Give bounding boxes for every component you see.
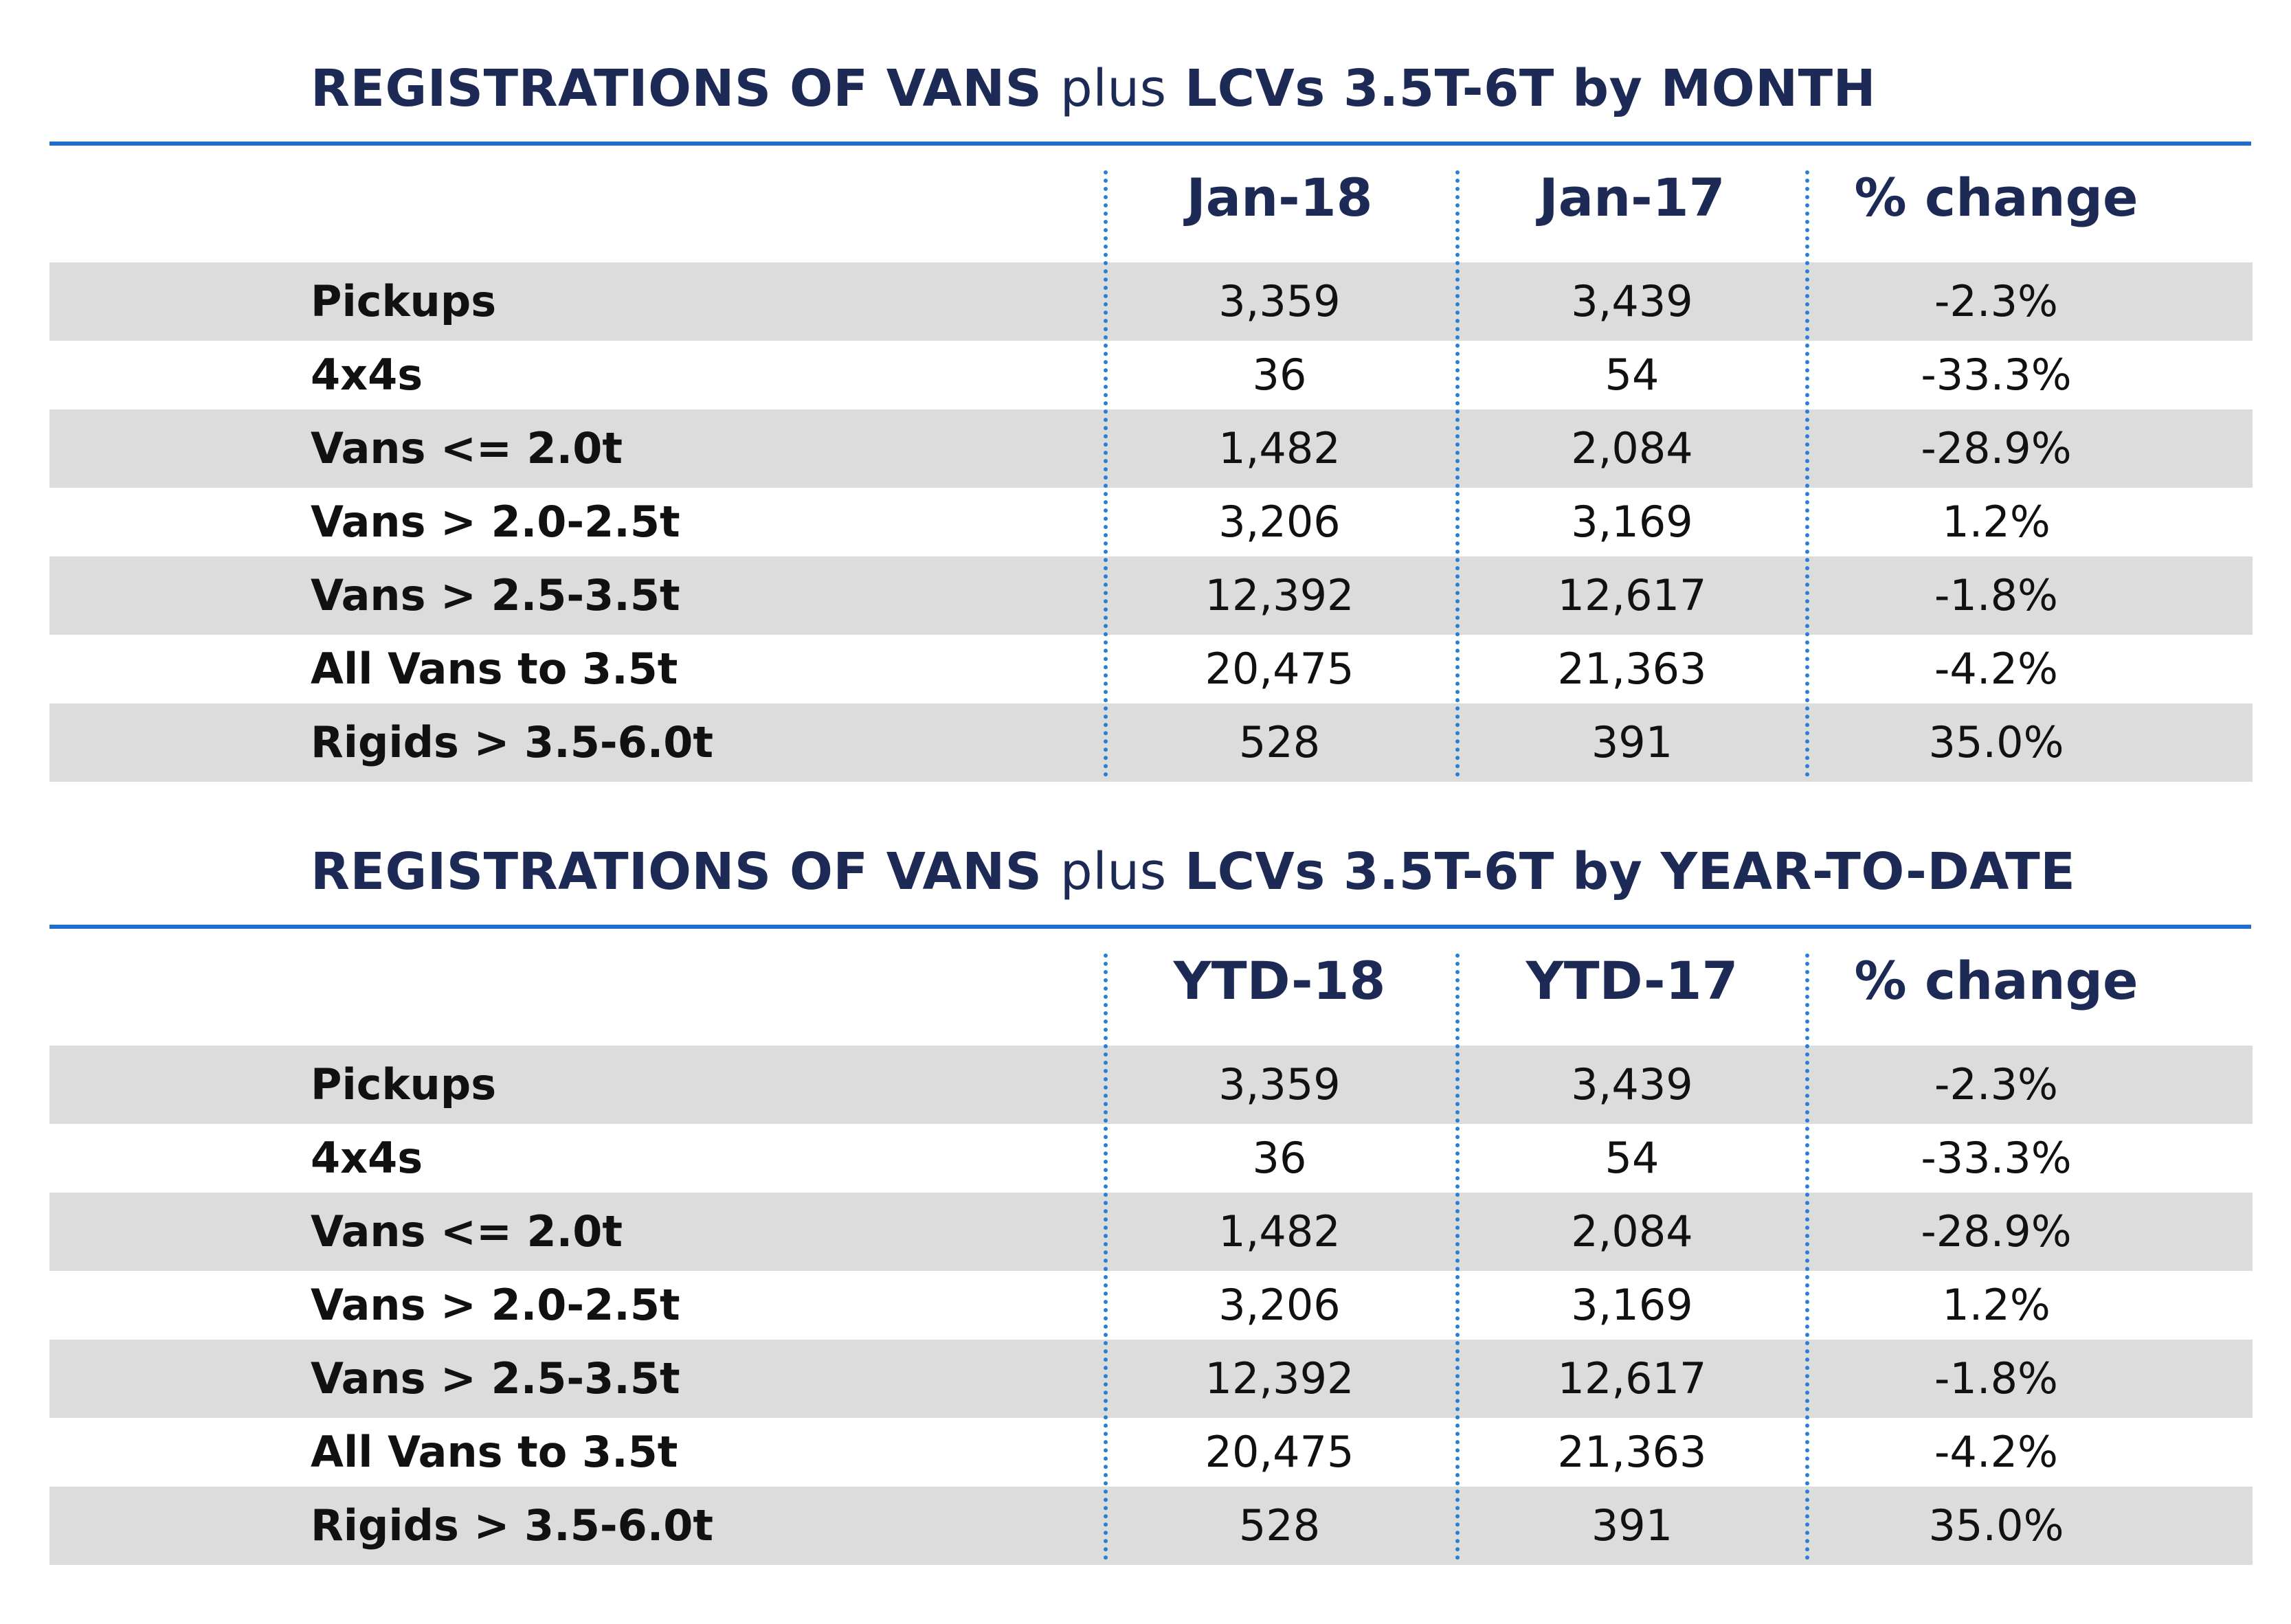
table-cell: 35.0%: [1928, 717, 2064, 767]
title-part-bold-2: LCVs 3.5T-6T by MONTH: [1185, 59, 1877, 118]
table-cell: 12,392: [1205, 1353, 1354, 1403]
column-divider: [1104, 954, 1108, 1560]
column-header: % change: [1854, 167, 2138, 228]
table-row: Vans <= 2.0t 1,482 2,084 -28.9%: [49, 1193, 2253, 1271]
table-cell: 12,392: [1205, 570, 1354, 620]
row-label: Vans > 2.0-2.5t: [311, 497, 680, 547]
table-cell: -2.3%: [1934, 276, 2058, 326]
table-cell: 3,169: [1571, 1280, 1693, 1330]
table-title: REGISTRATIONS OF VANS plus LCVs 3.5T-6T …: [311, 63, 1876, 114]
column-divider: [1455, 954, 1460, 1560]
table-cell: 1,482: [1218, 423, 1341, 473]
table-row: Vans <= 2.0t 1,482 2,084 -28.9%: [49, 409, 2253, 488]
title-underline: [49, 925, 2251, 929]
table-cell: -33.3%: [1921, 1133, 2072, 1183]
table-cell: 3,439: [1571, 276, 1693, 326]
column-divider: [1455, 170, 1460, 777]
table-row: Pickups 3,359 3,439 -2.3%: [49, 262, 2253, 341]
table-row: 4x4s 36 54 -33.3%: [49, 336, 2253, 414]
row-label: All Vans to 3.5t: [311, 644, 678, 694]
table-row: Rigids > 3.5-6.0t 528 391 35.0%: [49, 703, 2253, 782]
table-cell: 36: [1252, 350, 1307, 400]
title-part-bold-1: REGISTRATIONS OF VANS: [311, 59, 1042, 118]
table-cell: 20,475: [1205, 644, 1354, 694]
column-header: Jan-18: [1186, 167, 1373, 228]
row-label: Vans > 2.5-3.5t: [311, 570, 680, 620]
title-underline: [49, 142, 2251, 146]
table-cell: 3,359: [1218, 1059, 1341, 1109]
table-row: 4x4s 36 54 -33.3%: [49, 1119, 2253, 1197]
table-row: Pickups 3,359 3,439 -2.3%: [49, 1046, 2253, 1124]
table-cell: 391: [1591, 1500, 1673, 1550]
row-label: Vans > 2.0-2.5t: [311, 1280, 680, 1330]
table-cell: -4.2%: [1934, 1427, 2058, 1477]
row-label: 4x4s: [311, 350, 423, 400]
table-cell: 1,482: [1218, 1206, 1341, 1256]
row-label: 4x4s: [311, 1133, 423, 1183]
table-cell: 54: [1605, 1133, 1659, 1183]
row-label: Rigids > 3.5-6.0t: [311, 717, 714, 767]
table-block-2: REGISTRATIONS OF VANS plus LCVs 3.5T-6T …: [0, 783, 2291, 1566]
column-divider: [1805, 170, 1809, 777]
table-row: All Vans to 3.5t 20,475 21,363 -4.2%: [49, 630, 2253, 708]
title-part-plus: plus: [1060, 842, 1167, 901]
row-label: All Vans to 3.5t: [311, 1427, 678, 1477]
table-row: Rigids > 3.5-6.0t 528 391 35.0%: [49, 1487, 2253, 1565]
table-cell: 3,359: [1218, 276, 1341, 326]
column-divider: [1104, 170, 1108, 777]
row-label: Vans > 2.5-3.5t: [311, 1353, 680, 1403]
column-header: YTD-17: [1526, 950, 1739, 1011]
table-title: REGISTRATIONS OF VANS plus LCVs 3.5T-6T …: [311, 846, 2075, 897]
title-part-bold-1: REGISTRATIONS OF VANS: [311, 842, 1042, 901]
table-cell: 2,084: [1571, 1206, 1693, 1256]
column-header: Jan-17: [1539, 167, 1725, 228]
row-label: Rigids > 3.5-6.0t: [311, 1500, 714, 1550]
table-cell: 54: [1605, 350, 1659, 400]
table-row: Vans > 2.5-3.5t 12,392 12,617 -1.8%: [49, 1340, 2253, 1418]
table-cell: 3,206: [1218, 1280, 1341, 1330]
column-divider: [1805, 954, 1809, 1560]
table-cell: -4.2%: [1934, 644, 2058, 694]
column-header: YTD-18: [1173, 950, 1386, 1011]
table-row: Vans > 2.0-2.5t 3,206 3,169 1.2%: [49, 483, 2253, 561]
table-cell: 12,617: [1557, 570, 1707, 620]
table-cell: 3,206: [1218, 497, 1341, 547]
table-row: Vans > 2.0-2.5t 3,206 3,169 1.2%: [49, 1266, 2253, 1344]
table-cell: 391: [1591, 717, 1673, 767]
table-cell: -33.3%: [1921, 350, 2072, 400]
table-cell: 21,363: [1557, 1427, 1707, 1477]
table-cell: 528: [1238, 717, 1321, 767]
table-cell: 3,169: [1571, 497, 1693, 547]
table-cell: -1.8%: [1934, 570, 2058, 620]
table-cell: 3,439: [1571, 1059, 1693, 1109]
title-part-plus: plus: [1060, 59, 1167, 118]
table-cell: -28.9%: [1921, 1206, 2072, 1256]
table-cell: 36: [1252, 1133, 1307, 1183]
row-label: Vans <= 2.0t: [311, 1206, 623, 1256]
table-row: All Vans to 3.5t 20,475 21,363 -4.2%: [49, 1413, 2253, 1491]
table-cell: 2,084: [1571, 423, 1693, 473]
table-cell: -28.9%: [1921, 423, 2072, 473]
table-cell: 1.2%: [1942, 1280, 2050, 1330]
table-cell: 35.0%: [1928, 1500, 2064, 1550]
row-label: Vans <= 2.0t: [311, 423, 623, 473]
table-cell: 528: [1238, 1500, 1321, 1550]
column-header: % change: [1854, 950, 2138, 1011]
table-cell: 20,475: [1205, 1427, 1354, 1477]
table-row: Vans > 2.5-3.5t 12,392 12,617 -1.8%: [49, 556, 2253, 635]
table-cell: -2.3%: [1934, 1059, 2058, 1109]
table-block-1: REGISTRATIONS OF VANS plus LCVs 3.5T-6T …: [0, 0, 2291, 783]
table-cell: -1.8%: [1934, 1353, 2058, 1403]
table-cell: 1.2%: [1942, 497, 2050, 547]
title-part-bold-2: LCVs 3.5T-6T by YEAR-TO-DATE: [1185, 842, 2076, 901]
table-cell: 21,363: [1557, 644, 1707, 694]
row-label: Pickups: [311, 276, 497, 326]
table-cell: 12,617: [1557, 1353, 1707, 1403]
row-label: Pickups: [311, 1059, 497, 1109]
